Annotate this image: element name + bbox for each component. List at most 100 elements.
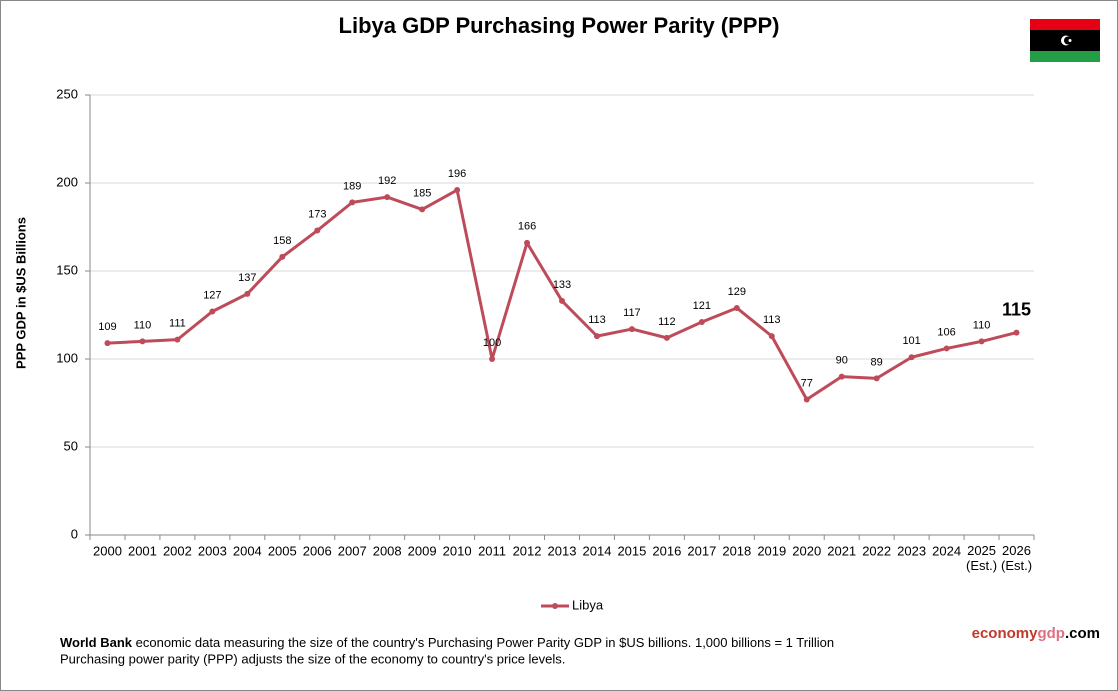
x-tick-label: 2018 (722, 543, 751, 558)
brand-part: gdp (1037, 625, 1065, 642)
data-label: 110 (973, 319, 991, 331)
data-label: 127 (203, 289, 221, 301)
x-tick-label: 2014 (583, 543, 612, 558)
point (279, 253, 286, 260)
point (873, 375, 880, 382)
data-label: 110 (134, 319, 152, 331)
point (698, 319, 705, 326)
data-label: 112 (658, 316, 676, 328)
point (908, 354, 915, 361)
data-label: 137 (238, 272, 256, 284)
point (454, 187, 461, 194)
brand-part: economy (972, 625, 1039, 642)
x-tick-label: 2023 (897, 543, 926, 558)
x-tick-label: 2022 (862, 543, 891, 558)
data-label: 109 (98, 321, 116, 333)
footnote-line: Purchasing power parity (PPP) adjusts th… (60, 651, 565, 666)
data-label: 158 (273, 235, 291, 247)
y-tick-label: 250 (56, 86, 78, 101)
data-label: 89 (871, 356, 883, 368)
point (524, 239, 531, 246)
x-tick-label: 2007 (338, 543, 367, 558)
x-tick-label: 2019 (757, 543, 786, 558)
y-tick-label: 200 (56, 174, 78, 189)
brand: economygdp.com (972, 625, 1100, 642)
footnote-line: economic data measuring the size of the … (136, 635, 834, 650)
point (104, 340, 111, 347)
x-tick-label-part: 2026 (1002, 543, 1031, 558)
x-tick-label: 2010 (443, 543, 472, 558)
point (803, 396, 810, 403)
brand-part: .com (1065, 625, 1100, 642)
x-tick-label: 2002 (163, 543, 192, 558)
point (384, 194, 391, 201)
x-tick-label: 2012 (513, 543, 542, 558)
x-tick-label: 2024 (932, 543, 961, 558)
x-tick-label: 2008 (373, 543, 402, 558)
footnote-source: World Bank (60, 635, 133, 650)
data-label: 129 (728, 286, 746, 298)
data-label: 77 (801, 377, 813, 389)
data-label: 166 (518, 221, 536, 233)
x-tick-label: 2013 (548, 543, 577, 558)
point (978, 338, 985, 345)
point (838, 373, 845, 380)
data-label: 100 (483, 337, 501, 349)
x-tick-label: 2000 (93, 543, 122, 558)
point (489, 356, 496, 362)
x-tick-label: 2020 (792, 543, 821, 558)
data-label: 117 (623, 307, 641, 319)
point (314, 227, 321, 234)
x-tick-label-part: (Est.) (966, 558, 997, 573)
x-tick-label: 2026 (Est.) (1001, 543, 1032, 573)
x-tick-label: 2001 (128, 543, 157, 558)
x-tick-label: 2004 (233, 543, 262, 558)
x-tick-label: 2016 (652, 543, 681, 558)
x-tick-label-part: (Est.) (1001, 558, 1032, 573)
x-tick-label: 2025 (Est.) (966, 543, 997, 573)
data-label: 192 (378, 175, 396, 187)
x-tick-label: 2015 (617, 543, 646, 558)
chart-title: Libya GDP Purchasing Power Parity (PPP) (339, 13, 780, 38)
flag (1030, 19, 1100, 62)
x-tick-label: 2021 (827, 543, 856, 558)
data-label: 115 (1002, 299, 1031, 319)
x-tick-label: 2005 (268, 543, 297, 558)
legend-marker (552, 603, 558, 609)
data-label: 185 (413, 187, 431, 199)
data-label: 173 (308, 208, 326, 220)
data-label: 106 (937, 326, 955, 338)
y-tick-label: 150 (56, 262, 78, 277)
data-label: 196 (448, 168, 466, 180)
x-tick-label: 2003 (198, 543, 227, 558)
x-tick-label: 2009 (408, 543, 437, 558)
point (593, 333, 600, 340)
point (174, 336, 181, 343)
data-label: 101 (902, 335, 920, 347)
data-label: 189 (343, 180, 361, 192)
x-tick-label: 2011 (478, 543, 506, 558)
y-tick-label: 100 (56, 350, 78, 365)
legend-label: Libya (572, 597, 604, 612)
point (663, 334, 670, 341)
point (768, 333, 775, 340)
point (733, 304, 740, 311)
y-tick-label: 0 (71, 526, 78, 541)
point (419, 206, 426, 213)
point (349, 199, 356, 206)
x-tick-label: 2006 (303, 543, 332, 558)
data-label: 90 (836, 355, 848, 367)
data-label: 121 (693, 300, 711, 312)
point (943, 345, 950, 352)
x-tick-label-part: 2025 (967, 543, 996, 558)
footnote: World Bank economic data measuring the s… (60, 635, 834, 650)
point (628, 326, 635, 333)
data-label: 133 (553, 279, 571, 291)
data-label: 113 (763, 314, 781, 326)
data-label: 113 (588, 314, 606, 326)
data-label: 111 (169, 318, 186, 330)
point (209, 308, 216, 315)
point (244, 290, 251, 297)
